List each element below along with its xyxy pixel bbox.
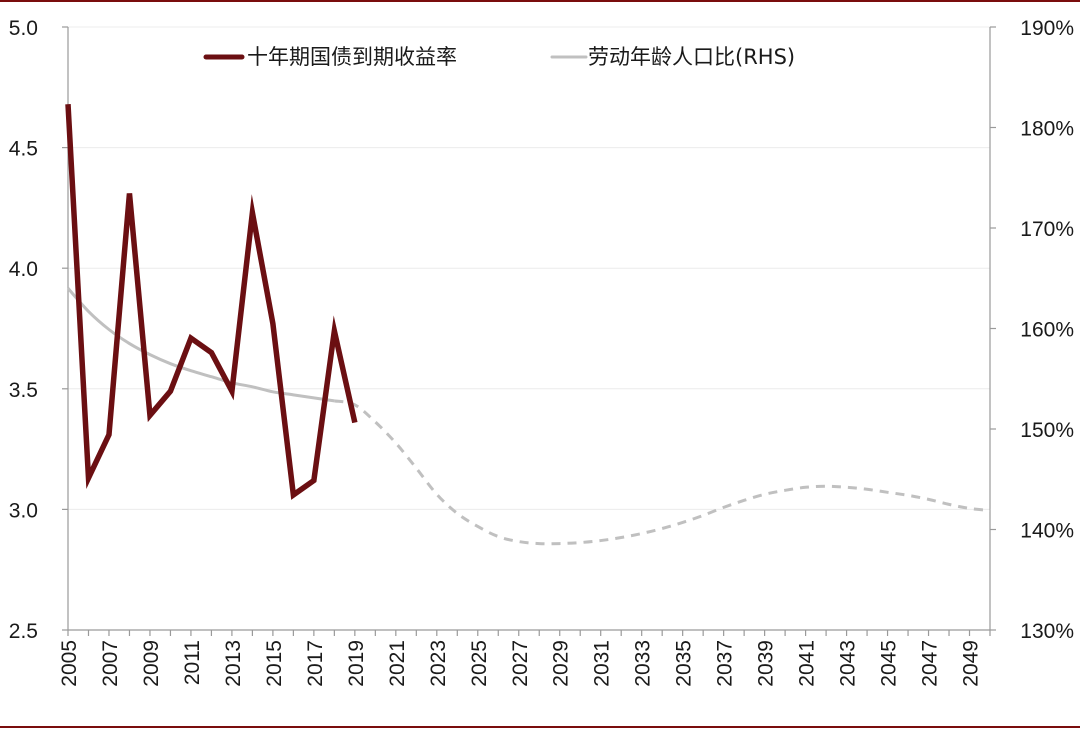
gridlines bbox=[68, 26, 990, 510]
left-tick-label: 2.5 bbox=[9, 620, 38, 643]
right-tick-label: 180% bbox=[1020, 118, 1074, 141]
x-tick-label: 2037 bbox=[714, 640, 737, 687]
axes: 2.5 3.0 3.5 4.0 4.5 5.0 130% 140% 150% 160% 170% 18… bbox=[9, 17, 1074, 687]
x-tick-label: 2045 bbox=[878, 640, 901, 687]
bottom-border bbox=[0, 726, 1080, 728]
series-lines bbox=[65, 104, 991, 546]
right-tick-label: 190% bbox=[1020, 17, 1074, 40]
left-tick-label: 4.5 bbox=[9, 138, 38, 161]
x-tick-label: 2049 bbox=[960, 640, 983, 687]
left-tick-label: 3.5 bbox=[9, 379, 38, 402]
x-tick-label: 2039 bbox=[755, 640, 778, 687]
x-tick-label: 2015 bbox=[263, 640, 286, 687]
legend-label-yield: 十年期国债到期收益率 bbox=[247, 45, 457, 69]
right-tick-label: 130% bbox=[1020, 620, 1074, 643]
x-tick-label: 2009 bbox=[140, 640, 163, 687]
x-tick-label: 2019 bbox=[345, 640, 368, 687]
series-line-working-age-ratio-forecast bbox=[334, 399, 991, 546]
x-tick-label: 2043 bbox=[837, 640, 860, 687]
x-tick-label: 2021 bbox=[386, 640, 409, 687]
x-tick-label: 2027 bbox=[509, 640, 532, 687]
x-tick-label: 2007 bbox=[99, 640, 122, 687]
x-tick-label: 2025 bbox=[468, 640, 491, 687]
right-tick-label: 140% bbox=[1020, 520, 1074, 543]
left-tick-label: 5.0 bbox=[9, 17, 38, 40]
legend-label-ratio: 劳动年龄人口比(RHS) bbox=[588, 45, 795, 69]
x-tick-label: 2017 bbox=[304, 640, 327, 687]
right-tick-label: 150% bbox=[1020, 419, 1074, 442]
series-line-working-age-ratio-actual bbox=[66, 287, 335, 403]
right-tick-label: 160% bbox=[1020, 319, 1074, 342]
x-tick-label: 2023 bbox=[427, 640, 450, 687]
x-tick-label: 2033 bbox=[632, 640, 655, 687]
right-tick-label: 170% bbox=[1020, 218, 1074, 241]
top-border bbox=[0, 0, 1080, 2]
x-tick-label: 2041 bbox=[796, 640, 819, 687]
legend: 十年期国债到期收益率 劳动年龄人口比(RHS) bbox=[203, 45, 795, 69]
left-tick-label: 4.0 bbox=[9, 258, 38, 281]
series-line-10y-yield bbox=[65, 104, 358, 500]
x-tick-label: 2011 bbox=[181, 640, 204, 685]
x-tick-label: 2013 bbox=[222, 640, 245, 687]
x-tick-label: 2031 bbox=[591, 640, 614, 687]
x-tick-label: 2047 bbox=[919, 640, 942, 687]
x-tick-label: 2029 bbox=[550, 640, 573, 687]
left-tick-label: 3.0 bbox=[9, 499, 38, 522]
x-tick-label: 2035 bbox=[673, 640, 696, 687]
x-tick-label: 2005 bbox=[58, 640, 81, 687]
